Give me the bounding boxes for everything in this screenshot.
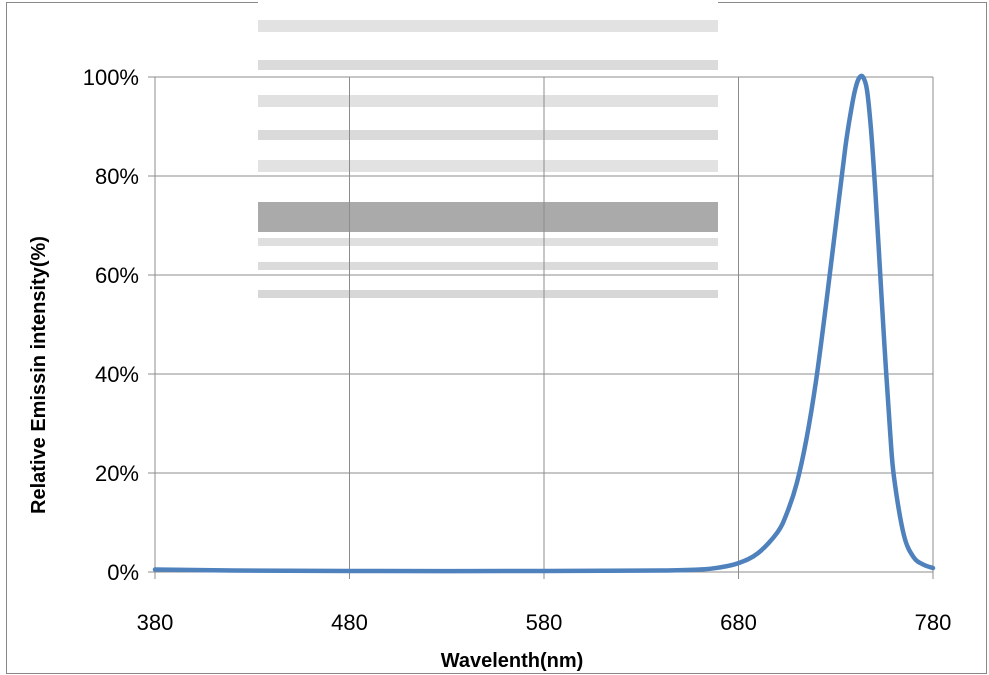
x-tick-label: 780 bbox=[915, 610, 952, 635]
overlay-artifact bbox=[258, 2, 718, 298]
y-tick-label: 0% bbox=[107, 560, 139, 585]
y-tick-label: 100% bbox=[83, 65, 139, 90]
y-tick-label: 40% bbox=[95, 362, 139, 387]
x-tick-label: 380 bbox=[137, 610, 174, 635]
series-line-0 bbox=[152, 73, 936, 574]
y-tick-label: 60% bbox=[95, 263, 139, 288]
gridlines bbox=[155, 76, 934, 572]
x-tick-labels: 380 480 580 680 780 bbox=[137, 610, 952, 635]
y-tick-label: 80% bbox=[95, 164, 139, 189]
x-axis-title: Wavelenth(nm) bbox=[441, 650, 584, 672]
series-group bbox=[152, 73, 936, 574]
y-tick-labels: 0% 20% 40% 60% 80% 100% bbox=[83, 65, 139, 585]
y-axis-title: Relative Emissin intensity(%) bbox=[28, 236, 50, 514]
x-tick-label: 480 bbox=[331, 610, 368, 635]
x-tick-label: 580 bbox=[526, 610, 563, 635]
x-tick-label: 680 bbox=[720, 610, 757, 635]
y-tick-label: 20% bbox=[95, 461, 139, 486]
